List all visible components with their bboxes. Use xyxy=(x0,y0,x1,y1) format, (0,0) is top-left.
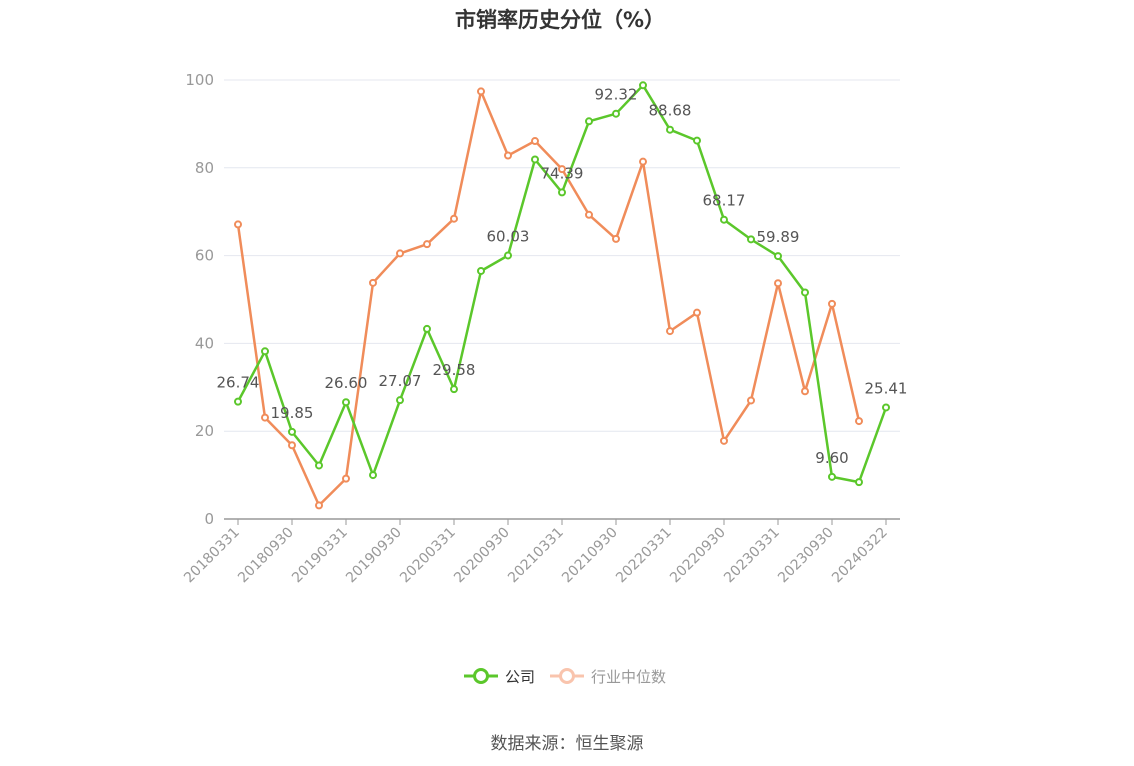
data-point-industry-median[interactable] xyxy=(855,417,863,426)
data-point-company[interactable] xyxy=(720,215,728,224)
data-point-company[interactable] xyxy=(585,117,593,126)
data-point-company[interactable] xyxy=(612,109,620,118)
data-point-industry-median[interactable] xyxy=(693,308,701,317)
data-label: 27.07 xyxy=(379,372,422,390)
data-point-company[interactable] xyxy=(828,472,836,481)
x-tick-label: 20230930 xyxy=(775,525,837,587)
data-point-company[interactable] xyxy=(855,478,863,487)
series-line-industry-median xyxy=(236,90,861,507)
data-point-company[interactable] xyxy=(666,125,674,134)
data-point-industry-median[interactable] xyxy=(612,234,620,243)
legend-industry-marker-icon xyxy=(550,668,584,684)
data-point-industry-median[interactable] xyxy=(666,327,674,336)
data-point-company[interactable] xyxy=(396,396,404,405)
data-point-company[interactable] xyxy=(342,398,350,407)
data-point-company[interactable] xyxy=(639,81,647,90)
data-point-company[interactable] xyxy=(504,251,512,260)
data-point-company[interactable] xyxy=(369,471,377,480)
data-point-industry-median[interactable] xyxy=(747,396,755,405)
data-point-industry-median[interactable] xyxy=(396,249,404,258)
x-tick-label: 20190930 xyxy=(343,525,405,587)
data-point-company[interactable] xyxy=(288,427,296,436)
line-chart: 0 20 40 60 80 100 2018033120180930201903312019… xyxy=(181,71,908,587)
data-label: 26.60 xyxy=(325,374,368,392)
data-label: 9.60 xyxy=(815,449,848,467)
x-tick-label: 20180930 xyxy=(235,525,297,587)
x-tick-label: 20230331 xyxy=(721,525,783,587)
data-label: 19.85 xyxy=(271,404,314,422)
data-point-industry-median[interactable] xyxy=(477,87,485,96)
data-label: 88.68 xyxy=(649,102,692,120)
x-tick-label: 20180331 xyxy=(181,525,243,587)
legend-company-marker-icon xyxy=(464,668,498,684)
data-label: 60.03 xyxy=(487,227,530,245)
data-point-industry-median[interactable] xyxy=(801,387,809,396)
data-point-company[interactable] xyxy=(693,136,701,145)
data-point-industry-median[interactable] xyxy=(315,501,323,510)
data-point-industry-median[interactable] xyxy=(639,157,647,166)
data-point-industry-median[interactable] xyxy=(450,214,458,223)
data-label: 26.74 xyxy=(217,374,260,392)
data-label: 68.17 xyxy=(703,192,746,210)
data-label: 74.39 xyxy=(541,164,584,182)
data-point-company[interactable] xyxy=(234,397,242,406)
data-point-company[interactable] xyxy=(774,252,782,261)
data-point-company[interactable] xyxy=(477,266,485,275)
data-point-company[interactable] xyxy=(801,288,809,297)
data-point-company[interactable] xyxy=(882,403,890,412)
legend-item-industry-median[interactable]: 行业中位数 xyxy=(549,664,666,688)
series-line-company xyxy=(236,84,888,484)
data-point-company[interactable] xyxy=(315,461,323,470)
x-tick-label: 20220331 xyxy=(613,525,675,587)
data-point-company[interactable] xyxy=(531,155,539,164)
data-point-company[interactable] xyxy=(423,324,431,333)
x-tick-label: 20220930 xyxy=(667,525,729,587)
data-point-industry-median[interactable] xyxy=(720,436,728,445)
data-label: 29.58 xyxy=(433,361,476,379)
data-point-industry-median[interactable] xyxy=(261,413,269,422)
data-source-note: 数据来源：恒生聚源 xyxy=(490,734,644,754)
data-point-industry-median[interactable] xyxy=(531,137,539,146)
y-tick-label: 40 xyxy=(195,334,214,352)
legend: 公司 行业中位数 xyxy=(0,664,1134,688)
data-point-company[interactable] xyxy=(261,347,269,356)
data-label: 59.89 xyxy=(757,228,800,246)
legend-company-label: 公司 xyxy=(505,667,536,686)
y-tick-label: 100 xyxy=(185,71,214,89)
y-tick-label: 60 xyxy=(195,247,214,265)
y-tick-label: 80 xyxy=(195,159,214,177)
x-tick-label: 20200930 xyxy=(451,525,513,587)
data-point-industry-median[interactable] xyxy=(774,279,782,288)
data-label: 92.32 xyxy=(595,86,638,104)
x-tick-label: 20210331 xyxy=(505,525,567,587)
data-point-industry-median[interactable] xyxy=(585,210,593,219)
data-point-company[interactable] xyxy=(558,188,566,197)
x-tick-label: 20210930 xyxy=(559,525,621,587)
x-tick-label: 20240322 xyxy=(829,525,891,587)
legend-item-company[interactable]: 公司 xyxy=(463,664,535,688)
x-tick-label: 20190331 xyxy=(289,525,351,587)
data-point-industry-median[interactable] xyxy=(342,474,350,483)
data-point-industry-median[interactable] xyxy=(558,165,566,174)
data-label: 25.41 xyxy=(865,379,908,397)
data-point-company[interactable] xyxy=(450,385,458,394)
data-point-industry-median[interactable] xyxy=(234,220,242,229)
data-point-industry-median[interactable] xyxy=(369,278,377,287)
chart-title: 市销率历史分位（%） xyxy=(454,8,666,32)
x-tick-label: 20200331 xyxy=(397,525,459,587)
data-point-industry-median[interactable] xyxy=(423,240,431,249)
data-point-industry-median[interactable] xyxy=(504,151,512,160)
data-point-company[interactable] xyxy=(747,235,755,244)
y-tick-label: 0 xyxy=(204,510,214,528)
y-tick-label: 20 xyxy=(195,422,214,440)
data-point-industry-median[interactable] xyxy=(828,299,836,308)
legend-industry-median-label: 行业中位数 xyxy=(591,667,667,686)
data-point-industry-median[interactable] xyxy=(288,441,296,450)
